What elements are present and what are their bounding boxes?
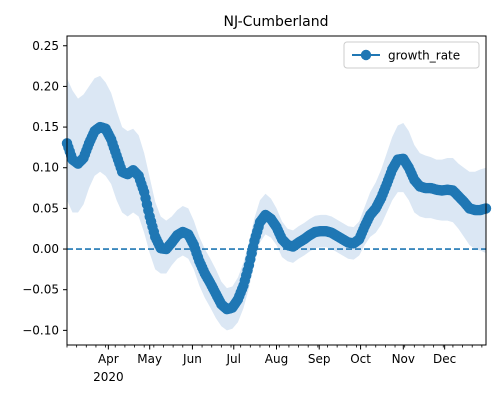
y-tick-label: 0.05 <box>32 201 59 215</box>
legend: growth_rate <box>343 41 480 69</box>
x-tick-label: Oct <box>350 352 371 366</box>
axes-layer: −0.10 −0.05 0.00 0.05 0.10 0.15 0.20 0.25 Apr May… <box>22 35 487 384</box>
y-tick-label: 0.00 <box>32 242 59 256</box>
x-tick-label: Sep <box>308 352 331 366</box>
confidence-band-layer <box>67 75 486 331</box>
x-year-label: 2020 <box>93 370 124 384</box>
legend-label: growth_rate <box>388 49 460 63</box>
x-tick-label: Jul <box>226 352 241 366</box>
legend-marker <box>360 49 372 61</box>
y-tick-label: −0.10 <box>22 323 59 337</box>
chart-title: NJ-Cumberland <box>224 14 329 30</box>
confidence-band <box>67 75 486 331</box>
x-tick-label: Apr <box>98 352 119 366</box>
x-tick-label: Nov <box>392 352 415 366</box>
y-tick-label: 0.15 <box>32 120 59 134</box>
series-layer <box>61 121 492 315</box>
y-tick-label: 0.10 <box>32 161 59 175</box>
x-tick-label: Aug <box>265 352 288 366</box>
legend-box <box>343 41 480 69</box>
x-tick-label: Dec <box>433 352 456 366</box>
y-tick-label: 0.20 <box>32 79 59 93</box>
x-tick-label: Jun <box>182 352 202 366</box>
y-tick-label: −0.05 <box>22 283 59 297</box>
y-tick-label: 0.25 <box>32 39 59 53</box>
x-tick-label: May <box>137 352 162 366</box>
